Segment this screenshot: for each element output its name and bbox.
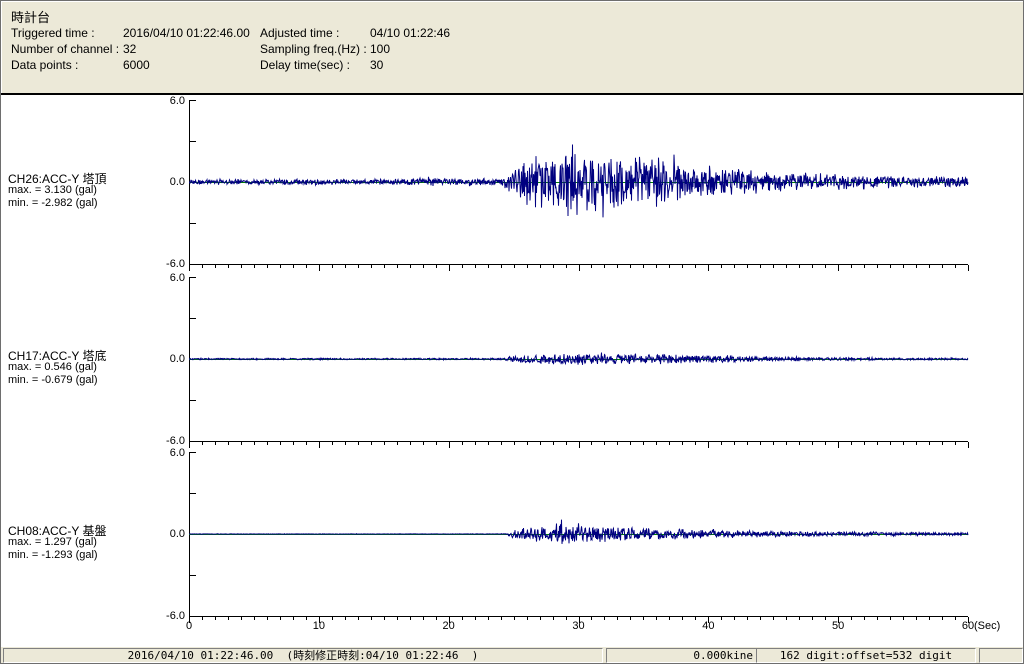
triggered-time-label: Triggered time :: [11, 26, 95, 40]
channel-label: CH08:ACC-Y 基盤: [8, 524, 107, 538]
channel-count-label: Number of channel :: [11, 42, 120, 56]
sampling-freq-label: Sampling freq.(Hz) :: [260, 42, 367, 56]
adjusted-time-label: Adjusted time :: [260, 26, 340, 40]
status-time-panel: 2016/04/10 01:22:46.00 (時刻修正時刻:04/10 01:…: [3, 648, 603, 663]
channel-label: CH17:ACC-Y 塔底: [8, 349, 107, 363]
channel-min-value: min. = -0.679 (gal): [8, 374, 98, 386]
sampling-freq-value: 100: [370, 42, 391, 56]
x-tick-label: 50: [832, 620, 845, 632]
channel-max-value: max. = 0.546 (gal): [8, 361, 97, 373]
data-points-value: 6000: [123, 58, 150, 72]
status-kine-panel: 0.000kine: [606, 648, 760, 663]
y-tick-label: 0.0: [169, 528, 185, 540]
waveform-plot-ch17: [189, 277, 969, 448]
x-tick-label: 10: [312, 620, 325, 632]
chart-ch17: CH17:ACC-Y 塔底 max. = 0.546 (gal) min. = …: [1, 272, 1023, 448]
delay-time-value: 30: [370, 58, 384, 72]
y-tick-label: 0.0: [169, 353, 185, 365]
y-tick-label: -6.0: [166, 435, 185, 447]
x-axis-tick-labels: 0 10 20 30 40 50 60: [1, 620, 1023, 634]
adjusted-time-value: 04/10 01:22:46: [370, 26, 451, 40]
x-axis-unit: (Sec): [974, 620, 1001, 632]
channel-count-value: 32: [123, 42, 137, 56]
x-tick-label: 30: [572, 620, 585, 632]
channel-max-value: max. = 1.297 (gal): [8, 536, 97, 548]
y-tick-label: 6.0: [169, 95, 185, 107]
y-tick-label: 6.0: [169, 272, 185, 284]
channel-max-value: max. = 3.130 (gal): [8, 184, 97, 196]
data-points-label: Data points :: [11, 58, 79, 72]
y-tick-label: -6.0: [166, 258, 185, 270]
delay-time-label: Delay time(sec) :: [260, 58, 351, 72]
x-tick-label: 0: [185, 620, 193, 632]
station-title: 時計台: [11, 10, 51, 25]
channel-min-value: min. = -2.982 (gal): [8, 197, 98, 209]
y-tick-label: 6.0: [169, 447, 185, 459]
triggered-time-value: 2016/04/10 01:22:46.00: [123, 26, 250, 40]
chart-ch08: CH08:ACC-Y 基盤 max. = 1.297 (gal) min. = …: [1, 447, 1023, 632]
y-tick-label: 0.0: [169, 176, 185, 188]
status-empty-panel: [979, 648, 1023, 663]
chart-ch26: CH26:ACC-Y 塔頂 max. = 3.130 (gal) min. = …: [1, 95, 1023, 271]
header-panel: 時計台 Triggered time : 2016/04/10 01:22:46…: [1, 1, 1023, 93]
waveform-plot-ch26: [189, 100, 969, 271]
x-tick-label: 40: [702, 620, 715, 632]
y-tick-label: -6.0: [166, 610, 185, 622]
channel-min-value: min. = -1.293 (gal): [8, 549, 98, 561]
chart-area: CH26:ACC-Y 塔頂 max. = 3.130 (gal) min. = …: [1, 95, 1023, 647]
x-tick-label: 20: [442, 620, 455, 632]
status-bar: 2016/04/10 01:22:46.00 (時刻修正時刻:04/10 01:…: [1, 647, 1023, 663]
channel-label: CH26:ACC-Y 塔頂: [8, 172, 107, 186]
status-digit-panel: 162 digit:offset=532 digit: [756, 648, 976, 663]
waveform-plot-ch08: [189, 452, 969, 623]
x-tick-label: 60: [961, 620, 975, 632]
header-divider: [1, 93, 1023, 95]
